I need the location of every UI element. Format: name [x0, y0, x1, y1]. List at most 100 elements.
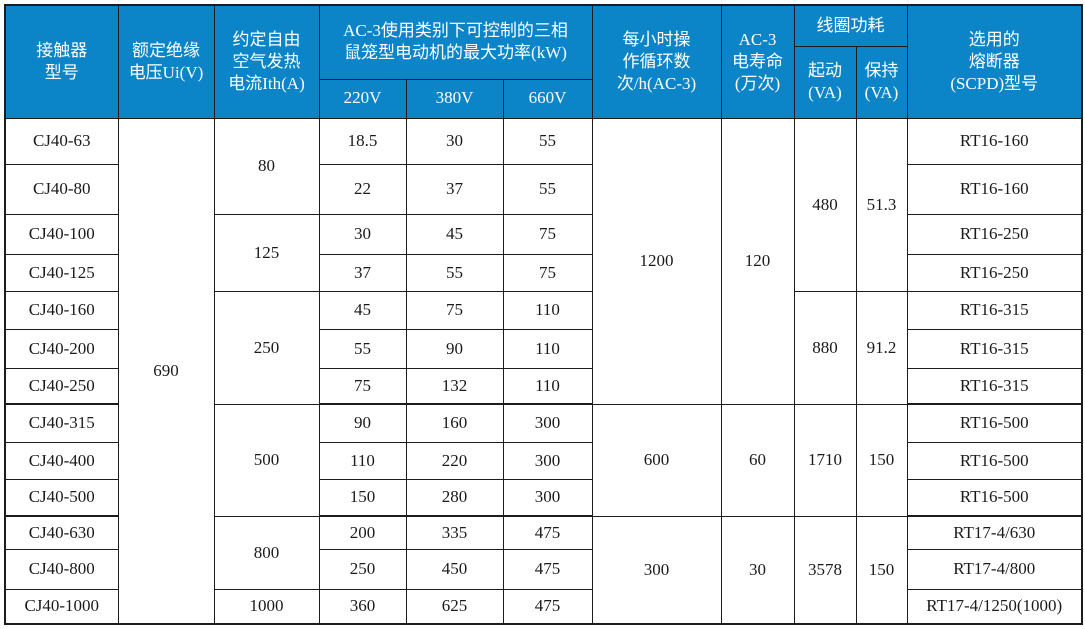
ith-cell: 800: [213, 515, 320, 590]
fuse-cell: RT16-250: [906, 213, 1083, 255]
power-220-cell: 45: [318, 290, 407, 330]
fuse-cell: RT16-500: [906, 441, 1083, 480]
header-thermal-current: 约定自由 空气发热 电流Ith(A): [213, 4, 320, 119]
header-220v: 220V: [318, 78, 407, 119]
contactor-spec-table: 接触器 型号 额定绝缘 电压Ui(V) 约定自由 空气发热 电流Ith(A) A…: [4, 4, 1083, 625]
power-220-cell: 30: [318, 213, 407, 255]
header-fuse: 选用的 熔断器 (SCPD)型号: [906, 4, 1083, 119]
fuse-cell: RT16-500: [906, 478, 1083, 517]
ith-cell: 80: [213, 117, 320, 215]
header-row-2: 起动 (VA) 保持 (VA): [5, 45, 1082, 119]
power-660-cell: 75: [502, 213, 593, 255]
power-220-cell: 37: [318, 253, 407, 292]
ith-cell: 1000: [213, 588, 320, 625]
life-cell: 120: [720, 117, 795, 405]
power-660-cell: 475: [502, 548, 593, 590]
header-model: 接触器 型号: [4, 4, 119, 119]
fuse-cell: RT16-500: [906, 403, 1083, 443]
fuse-cell: RT17-4/800: [906, 548, 1083, 590]
power-380-cell: 335: [405, 515, 504, 550]
power-380-cell: 75: [405, 290, 504, 330]
coil-hold-cell: 51.3: [855, 117, 908, 292]
power-380-cell: 30: [405, 117, 504, 165]
power-660-cell: 475: [502, 588, 593, 625]
ith-cell: 250: [213, 290, 320, 405]
ith-cell: 125: [213, 213, 320, 292]
power-660-cell: 300: [502, 441, 593, 480]
power-660-cell: 475: [502, 515, 593, 550]
power-660-cell: 300: [502, 478, 593, 517]
model-cell: CJ40-800: [4, 548, 119, 590]
coil-hold-cell: 91.2: [855, 290, 908, 405]
coil-start-cell: 1710: [793, 403, 857, 517]
power-660-cell: 55: [502, 117, 593, 165]
table-row: CJ40-1000 1000 360 625 475 RT17-4/1250(1…: [4, 588, 1083, 625]
fuse-cell: RT17-4/630: [906, 515, 1083, 550]
insulation-voltage-cell: 690: [117, 117, 215, 625]
power-380-cell: 37: [405, 163, 504, 215]
model-cell: CJ40-100: [4, 213, 119, 255]
power-220-cell: 110: [318, 441, 407, 480]
coil-hold-cell: 150: [855, 403, 908, 517]
power-660-cell: 55: [502, 163, 593, 215]
header-cycles: 每小时操 作循环数 次/h(AC-3): [591, 4, 722, 119]
fuse-cell: RT16-160: [906, 117, 1083, 165]
header-380v: 380V: [405, 78, 504, 119]
header-electrical-life: AC-3 电寿命 (万次): [720, 4, 795, 119]
model-cell: CJ40-63: [4, 117, 119, 165]
fuse-cell: RT16-315: [906, 367, 1083, 405]
header-max-power-group: AC-3使用类别下可控制的三相 鼠笼型电动机的最大功率(kW): [318, 4, 593, 80]
table-row: CJ40-80 22 37 55 RT16-160: [4, 163, 1083, 215]
table-row: CJ40-500 150 280 300 RT16-500: [4, 478, 1083, 517]
power-660-cell: 75: [502, 253, 593, 292]
header-coil-group: 线圈功耗: [793, 4, 908, 47]
model-cell: CJ40-1000: [4, 588, 119, 625]
power-380-cell: 55: [405, 253, 504, 292]
header-660v: 660V: [502, 78, 593, 119]
power-220-cell: 18.5: [318, 117, 407, 165]
table-row: CJ40-63 690 80 18.5 30 55 1200 120 480 5…: [4, 117, 1083, 625]
power-380-cell: 160: [405, 403, 504, 443]
power-660-cell: 300: [502, 403, 593, 443]
power-220-cell: 22: [318, 163, 407, 215]
power-380-cell: 450: [405, 548, 504, 590]
header-row-1: 接触器 型号 额定绝缘 电压Ui(V) 约定自由 空气发热 电流Ith(A) A…: [4, 4, 1083, 119]
power-220-cell: 55: [318, 328, 407, 369]
power-380-cell: 132: [405, 367, 504, 405]
cycles-cell: 1200: [591, 117, 722, 405]
model-cell: CJ40-125: [4, 253, 119, 292]
ith-cell: 500: [213, 403, 320, 517]
header-row-3: 220V 380V 660V: [5, 78, 1082, 119]
table-row: CJ40-125 37 55 75 RT16-250: [4, 253, 1083, 292]
fuse-cell: RT16-315: [906, 290, 1083, 330]
power-380-cell: 280: [405, 478, 504, 517]
life-cell: 60: [720, 403, 795, 517]
table-header: 接触器 型号 额定绝缘 电压Ui(V) 约定自由 空气发热 电流Ith(A) A…: [4, 4, 1083, 119]
power-220-cell: 90: [318, 403, 407, 443]
model-cell: CJ40-400: [4, 441, 119, 480]
life-cell: 30: [720, 515, 795, 625]
coil-hold-cell: 150: [855, 515, 908, 625]
power-380-cell: 220: [405, 441, 504, 480]
power-220-cell: 150: [318, 478, 407, 517]
power-660-cell: 110: [502, 290, 593, 330]
table-row: CJ40-250 75 132 110 RT16-315: [4, 367, 1083, 405]
power-660-cell: 110: [502, 328, 593, 369]
fuse-cell: RT16-315: [906, 328, 1083, 369]
power-380-cell: 625: [405, 588, 504, 625]
model-cell: CJ40-315: [4, 403, 119, 443]
header-insulation-voltage: 额定绝缘 电压Ui(V): [117, 4, 215, 119]
coil-start-cell: 480: [793, 117, 857, 292]
header-coil-start: 起动 (VA): [793, 45, 857, 119]
fuse-cell: RT16-160: [906, 163, 1083, 215]
fuse-cell: RT17-4/1250(1000): [906, 588, 1083, 625]
table-body: CJ40-63 690 80 18.5 30 55 1200 120 480 5…: [4, 117, 1083, 625]
model-cell: CJ40-630: [4, 515, 119, 550]
header-coil-hold: 保持 (VA): [855, 45, 908, 119]
table-row: CJ40-200 55 90 110 RT16-315: [4, 328, 1083, 369]
power-220-cell: 250: [318, 548, 407, 590]
model-cell: CJ40-500: [4, 478, 119, 517]
model-cell: CJ40-80: [4, 163, 119, 215]
cycles-cell: 300: [591, 515, 722, 625]
